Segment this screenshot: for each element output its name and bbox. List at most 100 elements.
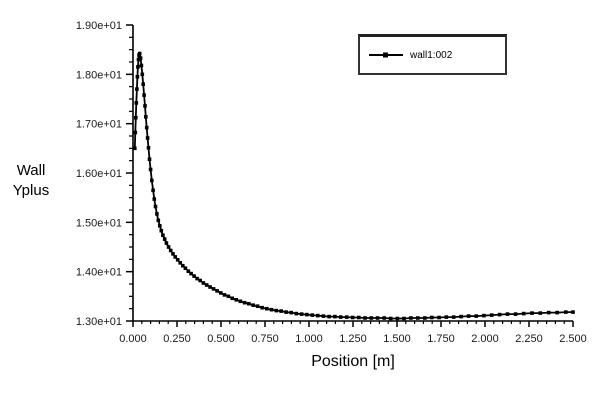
series-marker bbox=[140, 72, 145, 77]
series-marker bbox=[234, 298, 239, 302]
series-marker bbox=[142, 93, 146, 97]
series-marker bbox=[136, 65, 140, 69]
series-marker bbox=[144, 125, 149, 130]
series-marker bbox=[155, 212, 159, 216]
series-marker bbox=[153, 204, 158, 209]
y-tick-label: 1.80e+01 bbox=[76, 69, 122, 81]
series-marker bbox=[489, 313, 494, 317]
series-marker bbox=[195, 276, 199, 281]
y-axis-title: Wall Yplus bbox=[4, 161, 58, 201]
series-marker bbox=[135, 87, 139, 91]
series-marker bbox=[204, 283, 209, 287]
series-marker bbox=[186, 269, 191, 273]
series-marker bbox=[338, 315, 343, 319]
series-marker bbox=[416, 316, 420, 320]
series-marker bbox=[147, 157, 152, 161]
series-marker bbox=[530, 311, 534, 315]
series-marker bbox=[265, 306, 269, 311]
series-marker bbox=[133, 146, 137, 151]
y-tick-label: 1.50e+01 bbox=[76, 217, 122, 229]
series-marker bbox=[269, 307, 274, 312]
series-marker bbox=[437, 315, 441, 320]
series-marker bbox=[497, 312, 502, 317]
series-marker bbox=[146, 146, 151, 150]
series-marker bbox=[474, 314, 478, 318]
x-tick-label: 2.500 bbox=[559, 333, 587, 345]
series-marker bbox=[208, 285, 212, 289]
series-marker bbox=[316, 313, 320, 318]
series-marker bbox=[198, 278, 202, 283]
series-marker bbox=[294, 311, 299, 316]
series-marker bbox=[482, 313, 486, 318]
series-marker bbox=[222, 293, 227, 297]
series-marker bbox=[375, 316, 380, 320]
series-marker bbox=[555, 310, 559, 315]
x-tick-label: 2.250 bbox=[515, 333, 543, 345]
series-marker bbox=[144, 115, 148, 119]
series-marker bbox=[260, 305, 264, 310]
series-marker bbox=[168, 248, 173, 253]
series-marker bbox=[521, 311, 526, 316]
series-marker bbox=[409, 316, 413, 320]
series-marker bbox=[242, 300, 247, 305]
series-marker bbox=[395, 316, 400, 321]
y-tick-label: 1.70e+01 bbox=[76, 119, 122, 131]
y-tick-label: 1.90e+01 bbox=[76, 20, 122, 32]
y-tick-label: 1.30e+01 bbox=[76, 316, 122, 328]
y-axis-title-line1: Wall bbox=[16, 162, 46, 179]
x-tick-label: 1.500 bbox=[383, 333, 411, 345]
x-tick-label: 0.500 bbox=[207, 333, 235, 345]
series-marker bbox=[423, 316, 427, 320]
series-marker bbox=[171, 252, 175, 256]
x-axis-title: Position [m] bbox=[311, 353, 395, 370]
series-marker bbox=[148, 167, 153, 172]
series-marker bbox=[327, 314, 331, 319]
series-marker bbox=[289, 310, 293, 315]
series-marker bbox=[230, 296, 235, 301]
series-marker bbox=[181, 263, 185, 268]
series-marker bbox=[321, 314, 326, 318]
series-marker bbox=[564, 310, 568, 314]
series-marker bbox=[141, 82, 145, 86]
series-marker bbox=[226, 294, 231, 299]
series-marker bbox=[402, 316, 406, 321]
series-marker bbox=[284, 310, 288, 314]
series-marker bbox=[143, 104, 147, 108]
series-marker bbox=[219, 291, 223, 295]
series-marker bbox=[369, 316, 374, 320]
series-marker bbox=[134, 115, 138, 120]
series-marker bbox=[255, 304, 260, 308]
x-tick-label: 1.000 bbox=[295, 333, 323, 345]
series-marker bbox=[363, 316, 367, 320]
series-marker bbox=[164, 241, 169, 245]
y-tick-label: 1.60e+01 bbox=[76, 168, 122, 180]
series-marker bbox=[183, 266, 188, 270]
series-marker bbox=[152, 197, 157, 201]
legend: wall1:002 bbox=[358, 34, 507, 75]
series-marker bbox=[189, 271, 193, 276]
series-marker bbox=[538, 311, 543, 315]
x-tick-label: 0.000 bbox=[119, 333, 147, 345]
series-marker bbox=[178, 261, 182, 265]
y-axis-title-line2: Yplus bbox=[12, 182, 50, 199]
series-marker bbox=[333, 314, 337, 319]
series-marker bbox=[238, 299, 243, 304]
series-marker bbox=[299, 312, 304, 316]
legend-line-marker-icon bbox=[369, 52, 403, 58]
series-marker bbox=[305, 312, 309, 317]
x-tick-label: 2.000 bbox=[471, 333, 499, 345]
series-marker bbox=[173, 255, 177, 259]
x-tick-label: 1.250 bbox=[339, 333, 367, 345]
series-marker bbox=[451, 315, 456, 319]
series-marker bbox=[133, 130, 138, 135]
series-marker bbox=[151, 188, 155, 193]
series-marker bbox=[135, 75, 140, 79]
series-marker bbox=[175, 258, 180, 262]
legend-series-label: wall1:002 bbox=[410, 49, 453, 61]
series-marker bbox=[192, 274, 196, 278]
series-marker bbox=[344, 315, 349, 319]
series-marker bbox=[211, 287, 216, 291]
x-tick-label: 0.250 bbox=[163, 333, 191, 345]
